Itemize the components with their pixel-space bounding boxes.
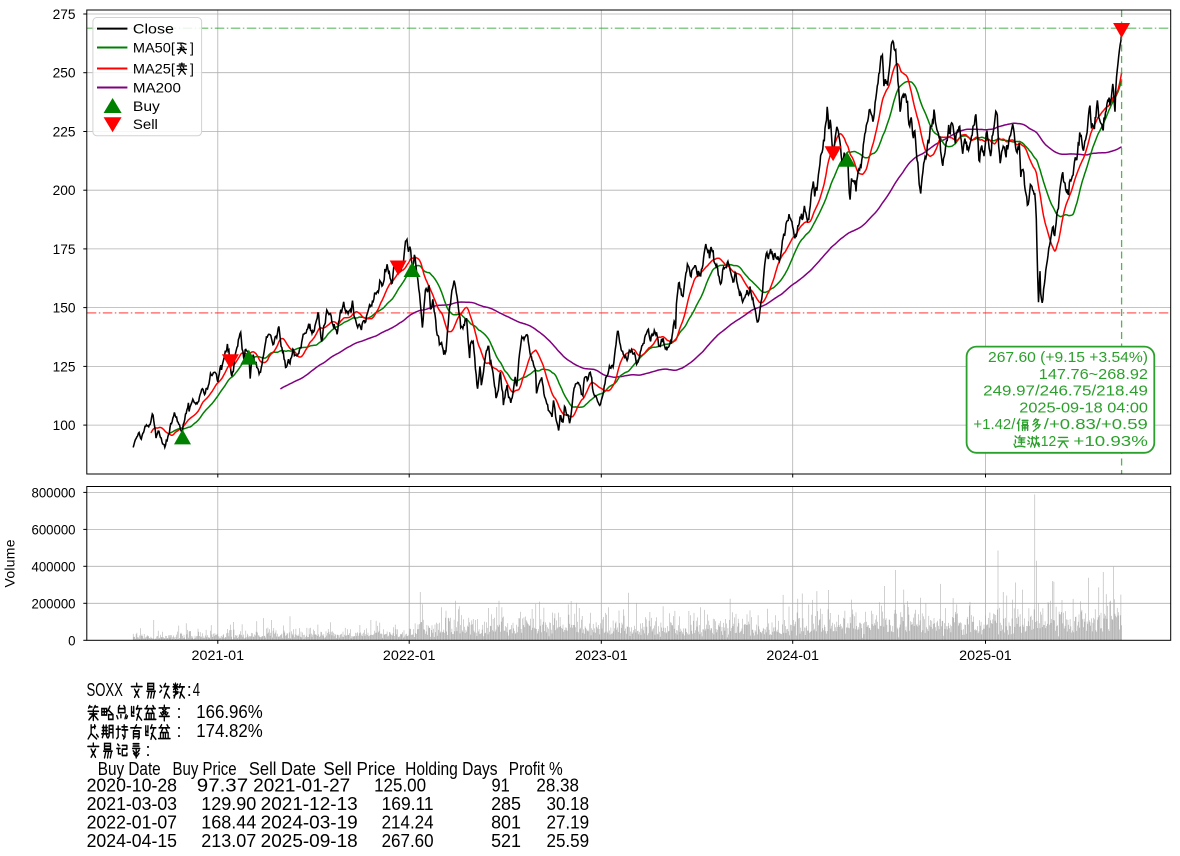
svg-text:2022-01-07: 2022-01-07 (87, 812, 177, 832)
svg-text:2025-09-18 04:00: 2025-09-18 04:00 (1019, 399, 1148, 416)
svg-text:129.90: 129.90 (201, 794, 256, 814)
svg-text:Close: Close (133, 20, 174, 36)
svg-text:30.18: 30.18 (547, 794, 590, 814)
svg-text:Buy Date: Buy Date (98, 759, 161, 779)
svg-text:2021-01-27: 2021-01-27 (253, 776, 350, 796)
svg-text:2022-01: 2022-01 (383, 647, 436, 663)
svg-text:2021-03-03: 2021-03-03 (87, 794, 177, 814)
svg-text:97.37: 97.37 (197, 776, 248, 796)
svg-text:0: 0 (68, 632, 76, 648)
svg-text:2020-10-28: 2020-10-28 (87, 776, 177, 796)
svg-text:25.59: 25.59 (547, 831, 590, 851)
svg-text:Holding Days: Holding Days (405, 759, 498, 779)
svg-text:800000: 800000 (32, 484, 76, 500)
svg-text:250: 250 (53, 65, 76, 81)
svg-text:2021-01: 2021-01 (192, 647, 245, 663)
svg-text:166.96%: 166.96% (196, 702, 262, 722)
svg-text:801: 801 (491, 812, 521, 832)
svg-text:Sell Price: Sell Price (323, 759, 395, 779)
svg-text:Sell: Sell (133, 116, 158, 132)
svg-text:MA200: MA200 (133, 79, 181, 95)
svg-text:Buy Price: Buy Price (173, 759, 237, 779)
svg-text:Buy: Buy (133, 98, 160, 114)
svg-text:521: 521 (491, 831, 521, 851)
svg-text::: : (177, 721, 182, 741)
svg-text:200000: 200000 (32, 595, 76, 611)
svg-text:Sell Date: Sell Date (249, 759, 316, 779)
svg-text:91: 91 (492, 776, 510, 796)
svg-text:2025-01: 2025-01 (959, 647, 1012, 663)
svg-text:285: 285 (491, 794, 521, 814)
svg-text:MA25[: MA25[ (133, 60, 175, 76)
svg-text:125.00: 125.00 (374, 776, 426, 796)
svg-text:600000: 600000 (32, 521, 76, 537)
svg-text:12: 12 (1041, 433, 1057, 450)
svg-text:174.82%: 174.82% (196, 721, 262, 741)
svg-text:]: ] (190, 39, 194, 55)
svg-text:2024-03-19: 2024-03-19 (261, 812, 358, 832)
svg-text:168.44: 168.44 (201, 812, 256, 832)
svg-text:2024-01: 2024-01 (766, 647, 819, 663)
svg-text:267.60 (+9.15 +3.54%): 267.60 (+9.15 +3.54%) (988, 349, 1148, 366)
svg-text:27.19: 27.19 (547, 812, 590, 832)
svg-text::: : (177, 702, 182, 722)
svg-text:225: 225 (53, 124, 76, 140)
svg-text:150: 150 (53, 300, 76, 316)
svg-text::: : (187, 680, 192, 700)
svg-text:2025-09-18: 2025-09-18 (261, 831, 358, 851)
svg-text:213.07: 213.07 (201, 831, 256, 851)
svg-text:267.60: 267.60 (382, 831, 434, 851)
svg-text:Profit %: Profit % (509, 759, 563, 779)
svg-text:200: 200 (53, 182, 76, 198)
svg-text:2023-01: 2023-01 (575, 647, 628, 663)
svg-text:4: 4 (193, 680, 200, 700)
svg-text:147.76~268.92: 147.76~268.92 (1039, 366, 1148, 383)
svg-text:+10.93%: +10.93% (1073, 433, 1148, 450)
svg-text:125: 125 (53, 358, 76, 374)
svg-text:100: 100 (53, 417, 76, 433)
svg-text:28.38: 28.38 (536, 776, 579, 796)
svg-text:MA50[: MA50[ (133, 39, 175, 55)
svg-text:214.24: 214.24 (382, 812, 434, 832)
svg-text:2024-04-15: 2024-04-15 (87, 831, 177, 851)
svg-text:SOXX: SOXX (87, 680, 123, 700)
svg-text:2021-12-13: 2021-12-13 (261, 794, 358, 814)
svg-text:Volume: Volume (2, 539, 18, 587)
svg-text:175: 175 (53, 241, 76, 257)
svg-text:]: ] (190, 60, 194, 76)
svg-text:275: 275 (53, 6, 76, 22)
svg-text:169.11: 169.11 (382, 794, 434, 814)
svg-text:+1.42/: +1.42/ (973, 416, 1016, 433)
svg-text:249.97/246.75/218.49: 249.97/246.75/218.49 (983, 383, 1148, 400)
svg-text:400000: 400000 (32, 558, 76, 574)
svg-text::: : (146, 740, 151, 760)
svg-text:/+0.83/+0.59: /+0.83/+0.59 (1044, 416, 1148, 433)
